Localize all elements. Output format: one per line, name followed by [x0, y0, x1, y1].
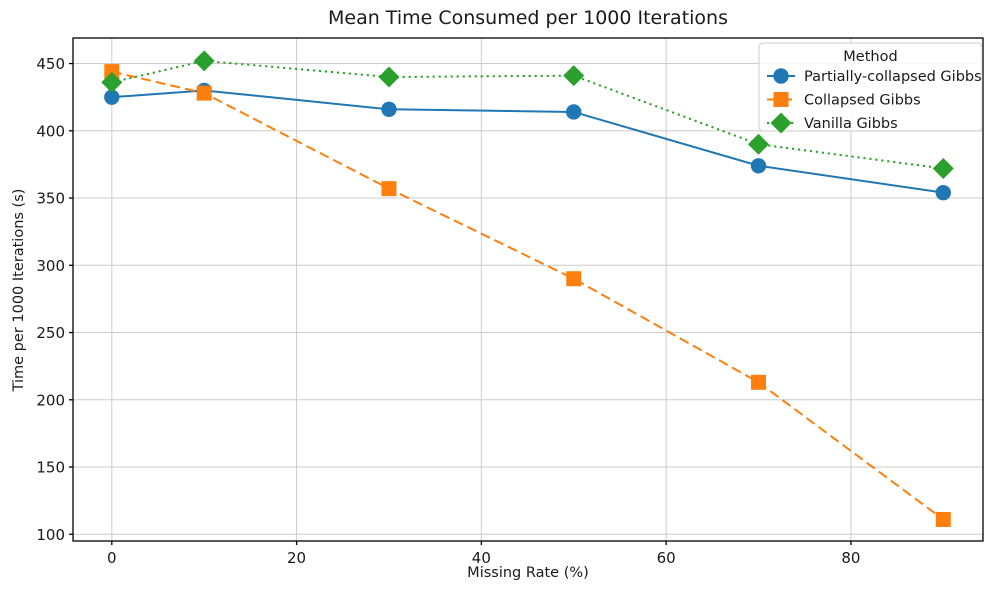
- x-axis-label: Missing Rate (%): [467, 565, 589, 581]
- x-tick-label: 80: [841, 549, 860, 567]
- marker-circle: [381, 101, 397, 117]
- x-tick-label: 20: [287, 549, 306, 567]
- marker-diamond: [748, 133, 770, 155]
- legend-label: Vanilla Gibbs: [804, 116, 898, 132]
- y-axis-label: Time per 1000 Iterations (s): [11, 188, 27, 392]
- series-line-collapsed-gibbs: [111, 70, 944, 521]
- legend-label: Partially-collapsed Gibbs: [804, 69, 982, 85]
- marker-square: [935, 511, 951, 527]
- marker-diamond: [932, 157, 954, 179]
- marker-square: [381, 181, 397, 197]
- marker-circle: [773, 68, 789, 84]
- marker-circle: [566, 104, 582, 120]
- series-vanilla-gibbs: [101, 50, 954, 179]
- x-tick-label: 40: [472, 549, 491, 567]
- legend-box: [758, 42, 983, 132]
- marker-square: [566, 271, 582, 287]
- y-tick-label: 400: [36, 122, 65, 140]
- series-collapsed-gibbs: [104, 64, 951, 527]
- legend: Method Partially-collapsed Gibbs Collapsed…: [758, 42, 983, 134]
- marker-diamond: [563, 65, 585, 87]
- legend-title: Method: [843, 49, 897, 65]
- series-line-vanilla-gibbs: [111, 59, 944, 170]
- y-tick-label: 250: [36, 324, 65, 342]
- axis-ticks: 0 20 40 60 80 100 150 200 250 300 350 400 450: [36, 55, 860, 567]
- y-tick-label: 350: [36, 190, 65, 208]
- series-line-partially-collapsed-gibbs: [111, 89, 944, 194]
- marker-diamond: [101, 71, 123, 93]
- marker-square: [773, 92, 789, 107]
- y-tick-label: 200: [36, 391, 65, 409]
- y-tick-label: 300: [36, 257, 65, 275]
- chart-title: Mean Time Consumed per 1000 Iterations: [327, 7, 729, 29]
- marker-square: [196, 85, 212, 101]
- marker-circle: [935, 184, 951, 201]
- marker-circle: [750, 158, 767, 174]
- y-tick-label: 150: [36, 459, 65, 477]
- legend-label: Collapsed Gibbs: [804, 93, 921, 109]
- marker-square: [104, 64, 120, 80]
- axes-spines: [72, 37, 984, 542]
- x-tick-label: 60: [657, 549, 676, 567]
- y-tick-label: 100: [36, 526, 65, 544]
- marker-square: [751, 374, 767, 390]
- y-tick-label: 450: [36, 55, 65, 73]
- marker-circle: [104, 89, 120, 105]
- marker-diamond: [193, 50, 215, 72]
- marker-diamond: [378, 66, 400, 88]
- x-tick-label: 0: [107, 549, 117, 567]
- marker-diamond: [770, 112, 792, 134]
